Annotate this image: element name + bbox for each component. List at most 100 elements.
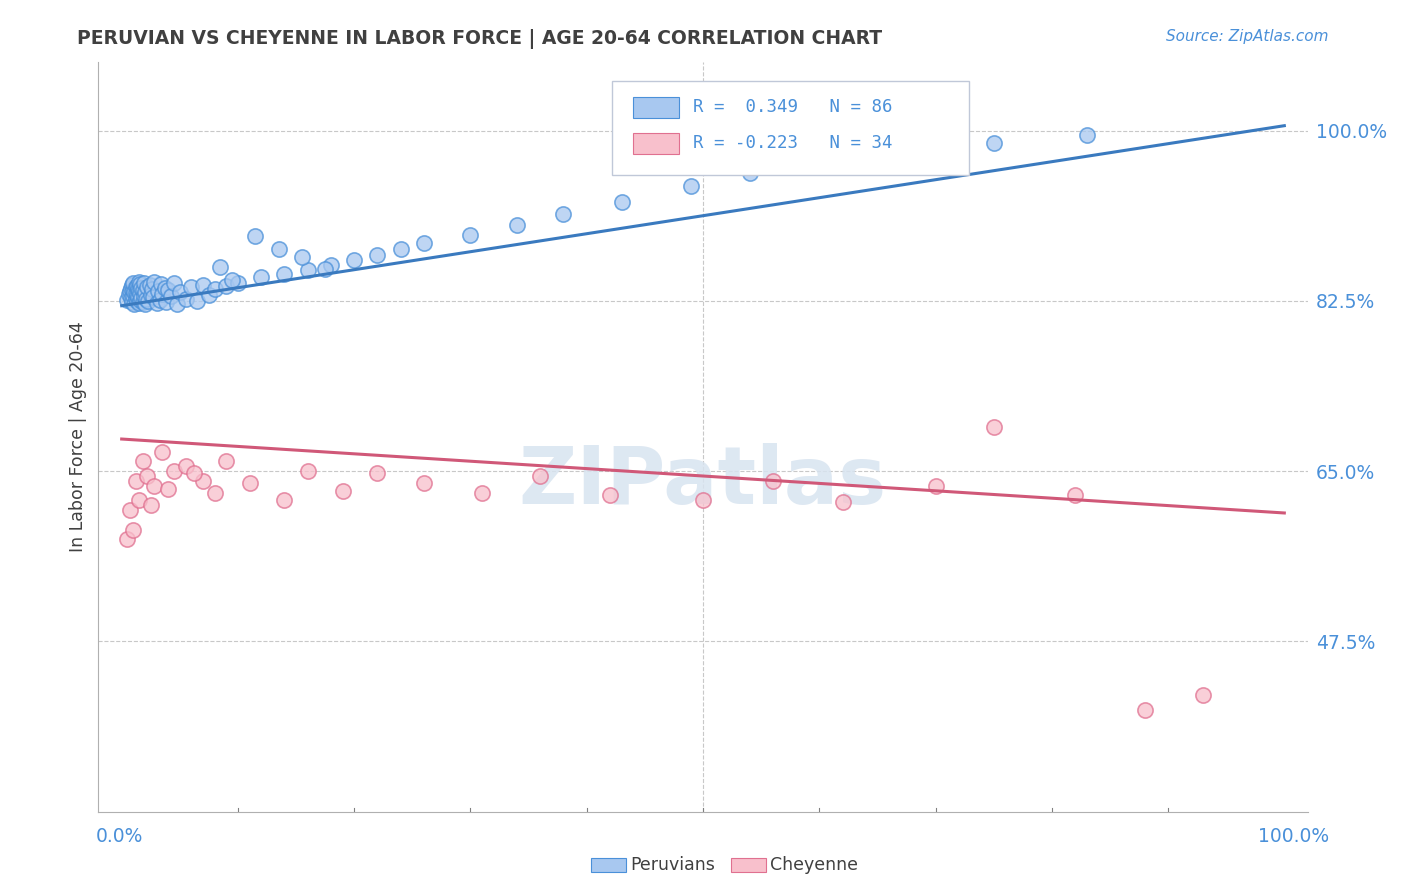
Point [136,280,159,294]
Point [138,278,160,293]
Point [159,289,181,303]
Point [134,297,156,311]
Point [143,479,166,493]
Point [118,284,141,298]
Point [738,166,761,180]
Point [124,286,146,301]
Point [366,466,388,480]
Point [128,276,150,290]
FancyBboxPatch shape [613,81,969,175]
Text: Peruvians: Peruvians [630,856,714,874]
Point [273,267,295,281]
Point [125,288,148,302]
Point [221,273,243,287]
Text: Source: ZipAtlas.com: Source: ZipAtlas.com [1166,29,1329,44]
Point [174,292,197,306]
Point [127,290,149,304]
Point [129,287,152,301]
Point [245,228,267,243]
Point [157,482,180,496]
Point [124,297,146,311]
Point [506,218,529,232]
Point [132,277,155,291]
Point [117,533,139,547]
Point [124,280,146,294]
Point [138,293,160,308]
Point [157,283,180,297]
Point [273,493,295,508]
Point [191,278,214,293]
Point [762,474,785,488]
Point [122,283,145,297]
Point [121,278,143,293]
Point [204,282,226,296]
Point [204,485,226,500]
Text: R =  0.349   N = 86: R = 0.349 N = 86 [693,98,893,116]
Point [215,454,238,468]
Point [150,444,173,458]
Point [808,153,831,168]
Text: PERUVIAN VS CHEYENNE IN LABOR FORCE | AGE 20-64 CORRELATION CHART: PERUVIAN VS CHEYENNE IN LABOR FORCE | AG… [77,29,883,48]
Bar [633,97,679,118]
Text: 0.0%: 0.0% [96,827,143,847]
Point [681,179,703,194]
Point [198,288,221,302]
Bar [633,133,679,153]
Point [134,285,156,299]
Point [124,292,146,306]
Point [174,459,197,474]
Point [149,293,172,307]
Point [163,277,186,291]
Point [117,293,139,307]
Point [142,290,165,304]
Point [471,485,494,500]
Point [1076,128,1098,143]
Point [169,285,191,299]
Point [226,277,249,291]
Point [297,262,319,277]
Point [186,293,208,308]
Point [529,469,551,483]
Point [118,503,141,517]
Point [141,282,163,296]
Point [120,281,142,295]
Point [124,285,146,299]
Point [128,284,150,298]
Point [118,287,141,301]
Point [983,420,1005,434]
Point [239,475,262,490]
Point [166,297,188,311]
Point [150,287,173,301]
Point [139,288,162,302]
Point [150,277,173,292]
Point [599,488,621,502]
Point [127,282,149,296]
Point [413,236,436,251]
Point [132,289,155,303]
Point [131,291,153,305]
Text: Cheyenne: Cheyenne [770,856,859,874]
Point [250,270,273,285]
Point [128,295,150,310]
Point [122,523,145,537]
Point [163,464,186,478]
Point [610,194,633,209]
Point [121,294,143,309]
Point [129,293,152,307]
Point [692,493,714,508]
Point [413,475,436,490]
Point [553,207,575,221]
Point [924,479,946,493]
Point [153,281,176,295]
Point [125,293,148,308]
Text: 100.0%: 100.0% [1257,827,1329,847]
Point [291,250,314,264]
Point [460,227,482,242]
Point [319,258,342,272]
Point [131,454,153,468]
Point [215,279,238,293]
Point [145,295,167,310]
Point [131,283,153,297]
Point [120,291,142,305]
Point [139,498,162,512]
